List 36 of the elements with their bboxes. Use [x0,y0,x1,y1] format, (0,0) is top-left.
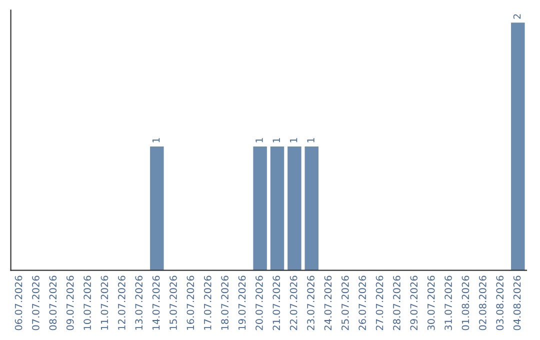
x-tick-label: 02.08.2026 [478,276,486,330]
x-tick-label: 20.07.2026 [256,276,263,330]
x-tick-label: 06.07.2026 [14,276,22,330]
x-tick-label: 13.07.2026 [135,276,143,330]
x-tick-label: 11.07.2026 [100,276,108,330]
x-tick-label: 09.07.2026 [66,276,74,330]
x-tick-label: 24.07.2026 [324,276,332,330]
x-tick-label: 03.08.2026 [496,276,504,330]
x-tick-label: 18.07.2026 [221,276,228,330]
data-label: 1 [307,138,314,142]
x-tick-label: 30.07.2026 [427,276,435,330]
data-label: 2 [513,14,521,19]
x-tick-label: 21.07.2026 [272,276,280,330]
x-tick-label: 12.07.2026 [118,276,126,330]
x-tick-label: 17.07.2026 [204,276,212,330]
x-tick-label: 28.07.2026 [393,276,400,330]
x-tick-label: 19.07.2026 [238,276,246,330]
data-label: 1 [152,138,160,142]
data-label: 1 [290,138,298,142]
x-tick-label: 27.07.2026 [376,276,384,330]
x-tick-label: 14.07.2026 [152,276,160,330]
x-tick-label: 04.08.2026 [513,276,521,330]
x-tick-label: 22.07.2026 [290,276,298,330]
x-tick-label: 10.07.2026 [84,276,91,330]
x-tick-label: 26.07.2026 [358,276,366,330]
x-tick-label: 23.07.2026 [307,276,314,330]
x-tick-label: 16.07.2026 [186,276,194,330]
x-tick-label: 07.07.2026 [32,276,40,330]
x-tick-label: 25.07.2026 [341,276,349,330]
x-tick-label: 31.07.2026 [444,276,452,330]
x-tick-label: 29.07.2026 [410,276,418,330]
x-tick-label: 15.07.2026 [170,276,177,330]
x-tick-label: 08.07.2026 [49,276,57,330]
x-tick-label: 01.08.2026 [462,276,470,330]
data-label: 1 [256,138,263,142]
data-label: 1 [272,138,280,142]
